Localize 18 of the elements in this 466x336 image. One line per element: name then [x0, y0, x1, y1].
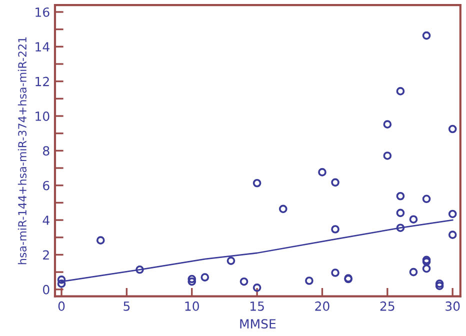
x-tick-label: 10	[185, 301, 199, 311]
y-tick-label: 8	[43, 146, 50, 156]
x-tick-label: 20	[315, 301, 330, 311]
y-tick-label: 14	[36, 42, 50, 52]
x-tick-label: 5	[124, 302, 130, 311]
x-tick-label: 25	[380, 301, 394, 311]
y-tick-label: 16	[36, 7, 50, 17]
y-tick-label: 2	[43, 250, 49, 260]
x-axis-title: MMSE	[240, 319, 276, 329]
y-tick-label: 4	[42, 216, 50, 225]
y-tick-label: 6	[43, 180, 50, 190]
y-tick-label: 0	[43, 284, 50, 294]
y-tick-label: 12	[36, 76, 49, 86]
y-axis-title: hsa-miR-144+hsa-miR-374+hsa-miR-221	[18, 37, 27, 264]
x-tick-label: 0	[58, 301, 65, 311]
y-tick-label: 10	[36, 111, 50, 121]
x-tick-label: 15	[250, 302, 264, 311]
x-tick-label: 30	[446, 301, 460, 311]
